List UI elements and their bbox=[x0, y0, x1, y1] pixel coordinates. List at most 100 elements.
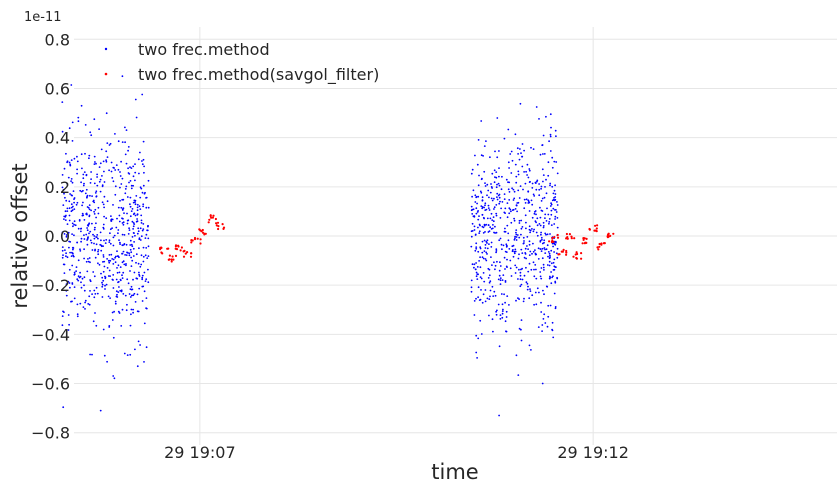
raw-data-point bbox=[108, 262, 110, 264]
raw-data-point bbox=[509, 153, 511, 155]
raw-data-point bbox=[503, 245, 505, 247]
raw-data-point bbox=[125, 188, 127, 190]
raw-data-point bbox=[146, 346, 148, 348]
raw-data-point bbox=[511, 151, 513, 153]
raw-data-point bbox=[516, 211, 518, 213]
raw-data-point bbox=[472, 169, 474, 171]
raw-data-point bbox=[69, 165, 71, 167]
raw-data-point bbox=[126, 254, 128, 256]
raw-data-point bbox=[138, 272, 140, 274]
raw-data-point bbox=[537, 224, 539, 226]
raw-data-point bbox=[79, 250, 81, 252]
raw-data-point bbox=[485, 289, 487, 291]
raw-data-point bbox=[132, 208, 134, 210]
raw-data-point bbox=[544, 153, 546, 155]
raw-data-point bbox=[485, 185, 487, 187]
raw-data-point bbox=[103, 254, 105, 256]
raw-data-point bbox=[542, 243, 544, 245]
raw-data-point bbox=[512, 209, 514, 211]
raw-data-point bbox=[106, 258, 108, 260]
raw-data-point bbox=[539, 223, 541, 225]
raw-data-point bbox=[555, 161, 557, 163]
raw-data-point bbox=[69, 269, 71, 271]
raw-data-point bbox=[520, 185, 522, 187]
raw-data-point bbox=[473, 208, 475, 210]
raw-data-point bbox=[525, 171, 527, 173]
raw-data-point bbox=[133, 225, 135, 227]
raw-data-point bbox=[141, 220, 143, 222]
raw-data-point bbox=[521, 166, 523, 168]
raw-data-point bbox=[484, 250, 486, 252]
raw-data-point bbox=[483, 232, 485, 234]
raw-data-point bbox=[124, 127, 126, 129]
raw-data-point bbox=[554, 190, 556, 192]
raw-data-point bbox=[538, 247, 540, 249]
raw-data-point bbox=[498, 279, 500, 281]
raw-data-point bbox=[131, 185, 133, 187]
raw-data-point bbox=[538, 326, 540, 328]
raw-data-point bbox=[487, 298, 489, 300]
raw-data-point bbox=[130, 325, 132, 327]
raw-data-point bbox=[97, 238, 99, 240]
raw-data-point bbox=[543, 269, 545, 271]
raw-data-point bbox=[109, 239, 111, 241]
raw-data-point bbox=[87, 225, 89, 227]
raw-data-point bbox=[65, 252, 67, 254]
raw-data-point bbox=[93, 200, 95, 202]
raw-data-point bbox=[544, 214, 546, 216]
raw-data-point bbox=[80, 281, 82, 283]
raw-data-point bbox=[84, 276, 86, 278]
raw-data-point bbox=[69, 207, 71, 209]
raw-data-point bbox=[147, 269, 149, 271]
raw-data-point bbox=[526, 281, 528, 283]
raw-data-point bbox=[71, 301, 73, 303]
raw-data-point bbox=[117, 255, 119, 257]
raw-data-point bbox=[496, 156, 498, 158]
raw-data-point bbox=[484, 202, 486, 204]
raw-data-point bbox=[79, 220, 81, 222]
raw-data-point bbox=[128, 182, 130, 184]
raw-data-point bbox=[91, 293, 93, 295]
raw-data-point bbox=[122, 293, 124, 295]
raw-data-point bbox=[99, 264, 101, 266]
raw-data-point bbox=[493, 232, 495, 234]
raw-data-point bbox=[71, 178, 73, 180]
raw-data-point bbox=[62, 246, 64, 248]
raw-data-point bbox=[65, 153, 67, 155]
raw-data-point bbox=[542, 257, 544, 259]
raw-data-point bbox=[67, 160, 69, 162]
raw-data-point bbox=[543, 225, 545, 227]
raw-data-point bbox=[538, 118, 540, 120]
raw-data-point bbox=[73, 274, 75, 276]
raw-data-point bbox=[472, 223, 474, 225]
raw-data-point bbox=[535, 269, 537, 271]
raw-data-point bbox=[550, 134, 552, 136]
raw-data-point bbox=[475, 262, 477, 264]
raw-data-point bbox=[495, 171, 497, 173]
raw-data-point bbox=[73, 224, 75, 226]
raw-data-point bbox=[543, 135, 545, 137]
raw-data-point bbox=[126, 304, 128, 306]
raw-data-point bbox=[100, 191, 102, 193]
raw-data-point bbox=[74, 286, 76, 288]
raw-data-point bbox=[93, 290, 95, 292]
raw-data-point bbox=[90, 178, 92, 180]
raw-data-point bbox=[142, 230, 144, 232]
raw-data-point bbox=[535, 220, 537, 222]
raw-data-point bbox=[100, 162, 102, 164]
raw-data-point bbox=[523, 207, 525, 209]
raw-data-point bbox=[108, 260, 110, 262]
raw-data-point bbox=[518, 237, 520, 239]
raw-data-point bbox=[87, 303, 89, 305]
raw-data-point bbox=[528, 168, 530, 170]
raw-data-point bbox=[109, 232, 111, 234]
raw-data-point bbox=[492, 295, 494, 297]
raw-data-point bbox=[474, 314, 476, 316]
raw-data-point bbox=[97, 262, 99, 264]
raw-data-point bbox=[502, 303, 504, 305]
raw-data-point bbox=[139, 344, 141, 346]
raw-data-point bbox=[478, 232, 480, 234]
raw-data-point bbox=[541, 200, 543, 202]
raw-data-point bbox=[506, 311, 508, 313]
raw-data-point bbox=[71, 194, 73, 196]
